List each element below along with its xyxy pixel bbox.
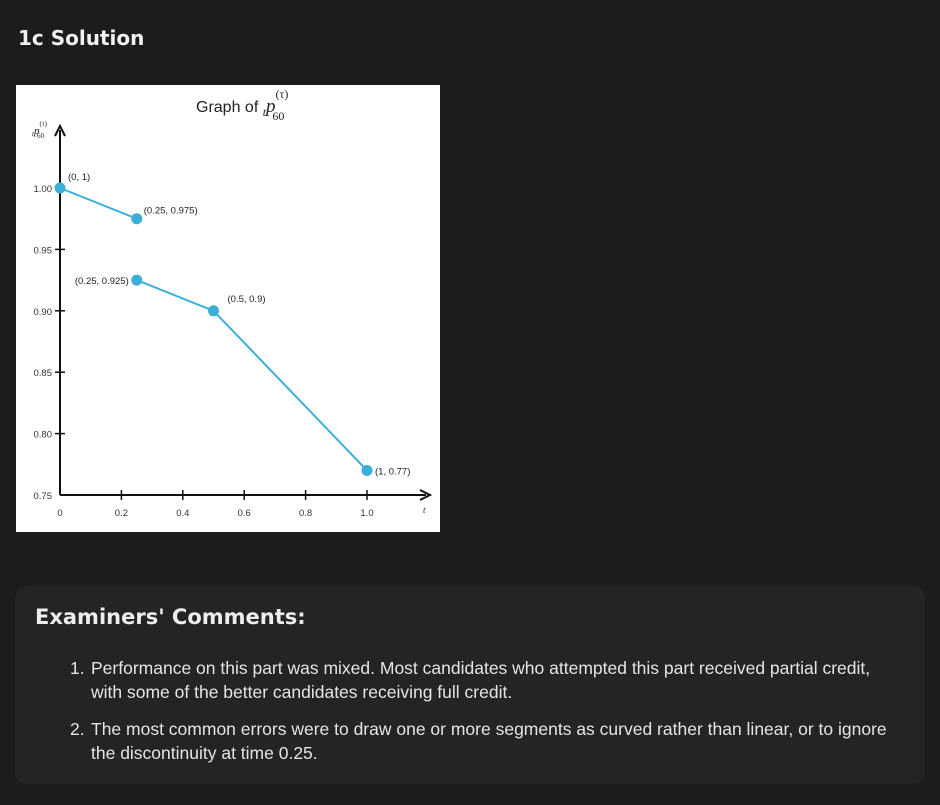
y-tick-label: 0.80 <box>34 430 53 441</box>
data-label: (0.5, 0.9) <box>228 294 266 305</box>
data-point <box>54 182 66 194</box>
data-point <box>208 305 219 317</box>
data-label: (0, 1) <box>68 172 90 183</box>
x-axis-arrow <box>419 489 433 501</box>
x-tick-label: 0.8 <box>299 508 312 519</box>
chart-axes <box>54 123 433 501</box>
comment-number: 2. <box>70 719 85 739</box>
chart-figure: 0 0.2 0.4 0.6 0.8 1.0 0.75 0.80 0.85 0.90 0.95 1.00… <box>16 85 440 532</box>
series-line-segment <box>59 187 138 220</box>
examiners-comments-title: Examiners' Comments: <box>35 605 306 629</box>
chart-lines <box>59 187 368 472</box>
comment-item: 2. The most common errors were to draw o… <box>70 717 900 765</box>
section-title: 1c Solution <box>18 26 145 50</box>
x-tick-label: 0.2 <box>115 508 128 519</box>
data-point <box>131 213 143 225</box>
y-axis-arrow <box>54 123 66 137</box>
chart-points <box>54 182 373 476</box>
chart-ticks: 0 0.2 0.4 0.6 0.8 1.0 0.75 0.80 0.85 0.90 0.95 1.00 <box>34 184 374 519</box>
data-label: (0.25, 0.975) <box>144 206 198 217</box>
comment-text: The most common errors were to draw one … <box>91 719 887 763</box>
x-tick-label: 0 <box>57 508 62 519</box>
data-point <box>131 274 143 286</box>
chart-svg: 0 0.2 0.4 0.6 0.8 1.0 0.75 0.80 0.85 0.90 0.95 1.00… <box>32 87 433 519</box>
data-label: (0.25, 0.925) <box>75 276 129 287</box>
data-point <box>361 464 373 476</box>
y-tick-label: 0.85 <box>34 368 53 379</box>
chart-y-axis-label: tp(τ) 60 <box>32 120 48 140</box>
comment-item: 1. Performance on this part was mixed. M… <box>70 656 900 704</box>
data-label: (1, 0.77) <box>375 466 410 477</box>
examiners-comments-list: 1. Performance on this part was mixed. M… <box>70 656 900 778</box>
x-tick-label: 0.4 <box>176 508 189 519</box>
y-tick-label: 0.95 <box>34 245 53 256</box>
series-line-segment <box>136 279 368 472</box>
chart-title: Graph of tp(τ) 60 <box>196 87 288 123</box>
y-tick-label: 0.75 <box>34 491 53 502</box>
y-tick-label: 1.00 <box>34 184 53 195</box>
examiners-comments-panel: Examiners' Comments: 1. Performance on t… <box>15 586 925 784</box>
chart-x-axis-label: t <box>423 505 426 515</box>
y-tick-label: 0.90 <box>34 307 53 318</box>
chart-labels: (0, 1) (0.25, 0.975) (0.25, 0.925) (0.5, 0.… <box>68 172 410 477</box>
x-tick-label: 0.6 <box>238 508 251 519</box>
comment-number: 1. <box>70 658 85 678</box>
comment-text: Performance on this part was mixed. Most… <box>91 658 871 702</box>
x-tick-label: 1.0 <box>360 508 373 519</box>
